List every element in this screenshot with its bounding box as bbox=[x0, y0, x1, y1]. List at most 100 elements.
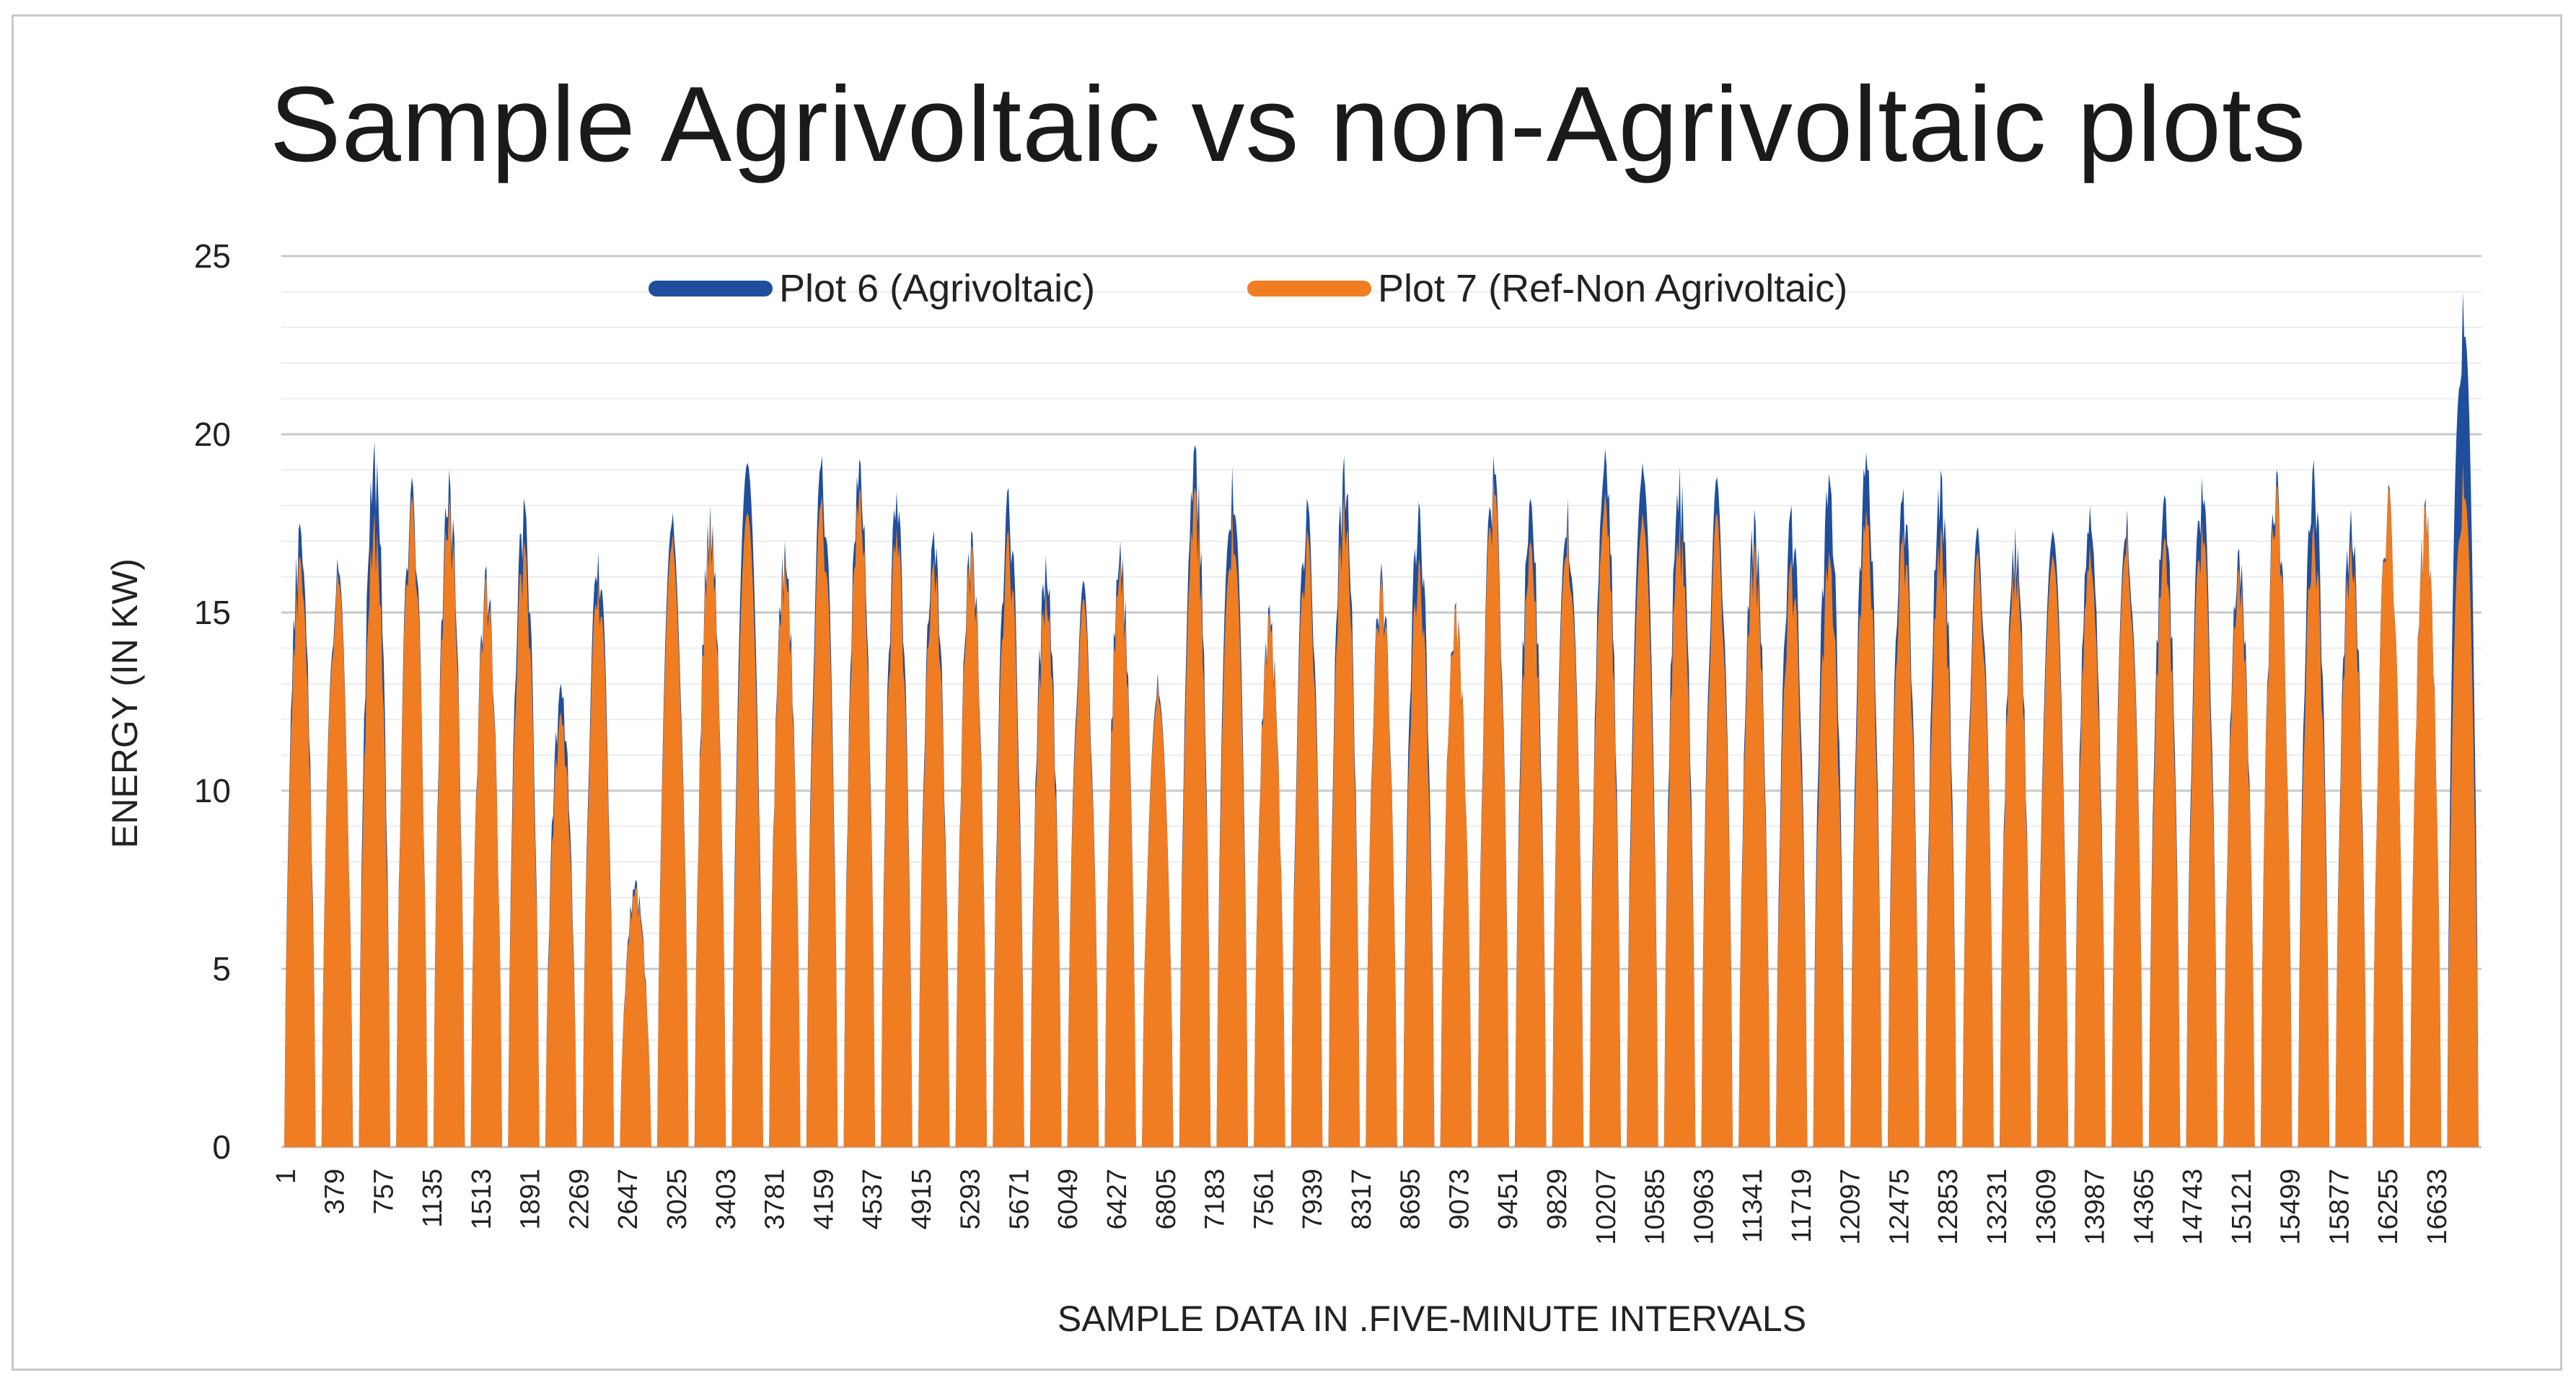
y-axis-label: ENERGY (IN KW) bbox=[105, 558, 145, 848]
day-cycle-bar bbox=[1291, 530, 1323, 1147]
day-cycle-bar bbox=[2260, 484, 2293, 1147]
day-cycle-bar bbox=[806, 495, 838, 1147]
day-cycle-bar bbox=[1477, 477, 1509, 1147]
day-cycle-bar bbox=[396, 495, 428, 1147]
day-cycle-bar bbox=[582, 580, 615, 1147]
x-tick-label: 15877 bbox=[2324, 1169, 2355, 1245]
x-tick-label: 7561 bbox=[1249, 1169, 1279, 1230]
x-tick-label: 5671 bbox=[1004, 1169, 1034, 1230]
y-tick-label: 20 bbox=[194, 416, 231, 453]
day-cycle-bar bbox=[620, 887, 651, 1147]
x-tick-label: 12097 bbox=[1836, 1169, 1866, 1245]
day-cycle-bar bbox=[881, 527, 913, 1147]
day-cycle-bar bbox=[2036, 555, 2069, 1147]
x-tick-label: 7183 bbox=[1200, 1169, 1231, 1230]
day-cycle-bar bbox=[2409, 501, 2442, 1147]
day-cycle-bar bbox=[1067, 598, 1099, 1147]
day-cycle-bar bbox=[993, 530, 1024, 1147]
day-cycle-bar bbox=[359, 512, 390, 1147]
day-cycle-bar bbox=[1366, 573, 1397, 1147]
day-cycle-bar bbox=[545, 712, 577, 1147]
x-tick-label: 10963 bbox=[1689, 1169, 1719, 1245]
day-cycle-bar bbox=[508, 541, 540, 1147]
x-tick-label: 4159 bbox=[809, 1169, 839, 1230]
day-cycle-bar bbox=[1104, 558, 1136, 1147]
day-cycle-bar bbox=[731, 512, 763, 1147]
day-cycle-bar bbox=[433, 495, 465, 1147]
x-tick-label: 9829 bbox=[1542, 1169, 1573, 1230]
day-cycle-bar bbox=[2447, 462, 2479, 1147]
day-cycle-bar bbox=[2298, 523, 2330, 1147]
day-cycle-bar bbox=[1254, 612, 1285, 1147]
series-plot-7 bbox=[284, 462, 2479, 1147]
day-cycle-bar bbox=[769, 555, 801, 1147]
x-tick-label: 4915 bbox=[907, 1169, 937, 1230]
day-cycle-bar bbox=[1627, 512, 1658, 1147]
day-cycle-bar bbox=[1738, 541, 1770, 1147]
day-cycle-bar bbox=[1402, 558, 1435, 1147]
x-tick-label: 2647 bbox=[613, 1169, 643, 1230]
x-axis-label: SAMPLE DATA IN .FIVE-MINUTE INTERVALS bbox=[1058, 1299, 1806, 1339]
x-tick-label: 1513 bbox=[467, 1169, 497, 1230]
day-cycle-bar bbox=[2148, 537, 2181, 1147]
x-tick-label: 11719 bbox=[1787, 1169, 1817, 1243]
x-tick-label: 13231 bbox=[1982, 1169, 2013, 1245]
day-cycle-bar bbox=[1515, 541, 1547, 1147]
day-cycle-bar bbox=[1775, 558, 1808, 1147]
x-tick-label: 15121 bbox=[2227, 1169, 2257, 1245]
x-tick-label: 11341 bbox=[1738, 1169, 1768, 1243]
day-cycle-bar bbox=[470, 576, 503, 1147]
x-tick-label: 16633 bbox=[2422, 1169, 2453, 1245]
day-cycle-bar bbox=[1328, 495, 1360, 1147]
day-cycle-bar bbox=[2000, 552, 2031, 1147]
day-cycle-bar bbox=[284, 555, 316, 1147]
x-tick-label: 2269 bbox=[564, 1169, 594, 1230]
x-tick-label: 6805 bbox=[1151, 1169, 1182, 1230]
x-tick-label: 14365 bbox=[2129, 1169, 2159, 1245]
y-tick-labels: 0 5 10 15 20 25 bbox=[194, 237, 231, 1166]
day-cycle-bar bbox=[918, 558, 950, 1147]
x-tick-label: 7939 bbox=[1298, 1169, 1328, 1230]
x-tick-label: 379 bbox=[320, 1169, 351, 1214]
y-tick-label: 5 bbox=[212, 950, 231, 988]
y-tick-label: 25 bbox=[194, 237, 231, 275]
day-cycle-bar bbox=[2186, 519, 2217, 1147]
data-bars bbox=[284, 291, 2479, 1147]
x-tick-labels: 1 379 757 1135 1513 1891 2269 2647 3025 3403 3781 4… bbox=[271, 1169, 2453, 1245]
day-cycle-bar bbox=[843, 488, 875, 1147]
x-tick-label: 14743 bbox=[2178, 1169, 2208, 1245]
day-cycle-bar bbox=[1030, 584, 1062, 1147]
day-cycle-bar bbox=[1701, 512, 1733, 1147]
legend: Plot 6 (Agrivoltaic) Plot 7 (Ref-Non Agri… bbox=[649, 267, 1847, 310]
x-tick-label: 9451 bbox=[1493, 1169, 1524, 1230]
day-cycle-bar bbox=[1440, 605, 1472, 1147]
x-tick-label: 16255 bbox=[2373, 1169, 2404, 1245]
day-cycle-bar bbox=[1962, 552, 1994, 1147]
x-tick-label: 10585 bbox=[1640, 1169, 1671, 1245]
day-cycle-bar bbox=[2373, 488, 2404, 1147]
day-cycle-bar bbox=[1888, 530, 1920, 1147]
x-tick-label: 8317 bbox=[1347, 1169, 1377, 1230]
y-tick-label: 15 bbox=[194, 594, 231, 631]
day-cycle-bar bbox=[1925, 527, 1957, 1147]
x-tick-label: 1 bbox=[271, 1169, 302, 1184]
chart-title: Sample Agrivoltaic vs non-Agrivoltaic pl… bbox=[269, 65, 2307, 184]
legend-label-plot-7: Plot 7 (Ref-Non Agrivoltaic) bbox=[1378, 267, 1847, 310]
day-cycle-bar bbox=[1813, 552, 1845, 1147]
day-cycle-bar bbox=[1663, 516, 1696, 1147]
x-tick-label: 8695 bbox=[1396, 1169, 1426, 1230]
day-cycle-bar bbox=[1142, 680, 1174, 1147]
x-tick-label: 13609 bbox=[2031, 1169, 2062, 1245]
day-cycle-bar bbox=[1179, 488, 1211, 1147]
x-tick-label: 757 bbox=[369, 1169, 399, 1214]
day-cycle-bar bbox=[2074, 545, 2106, 1147]
x-tick-label: 6427 bbox=[1102, 1169, 1133, 1230]
day-cycle-bar bbox=[2111, 527, 2143, 1147]
day-cycle-bar bbox=[1589, 491, 1621, 1147]
day-cycle-bar bbox=[1216, 509, 1248, 1147]
y-tick-label: 10 bbox=[194, 772, 231, 809]
day-cycle-bar bbox=[955, 545, 988, 1147]
day-cycle-bar bbox=[2335, 537, 2367, 1147]
x-tick-label: 6049 bbox=[1053, 1169, 1083, 1230]
day-cycle-bar bbox=[2223, 569, 2255, 1147]
